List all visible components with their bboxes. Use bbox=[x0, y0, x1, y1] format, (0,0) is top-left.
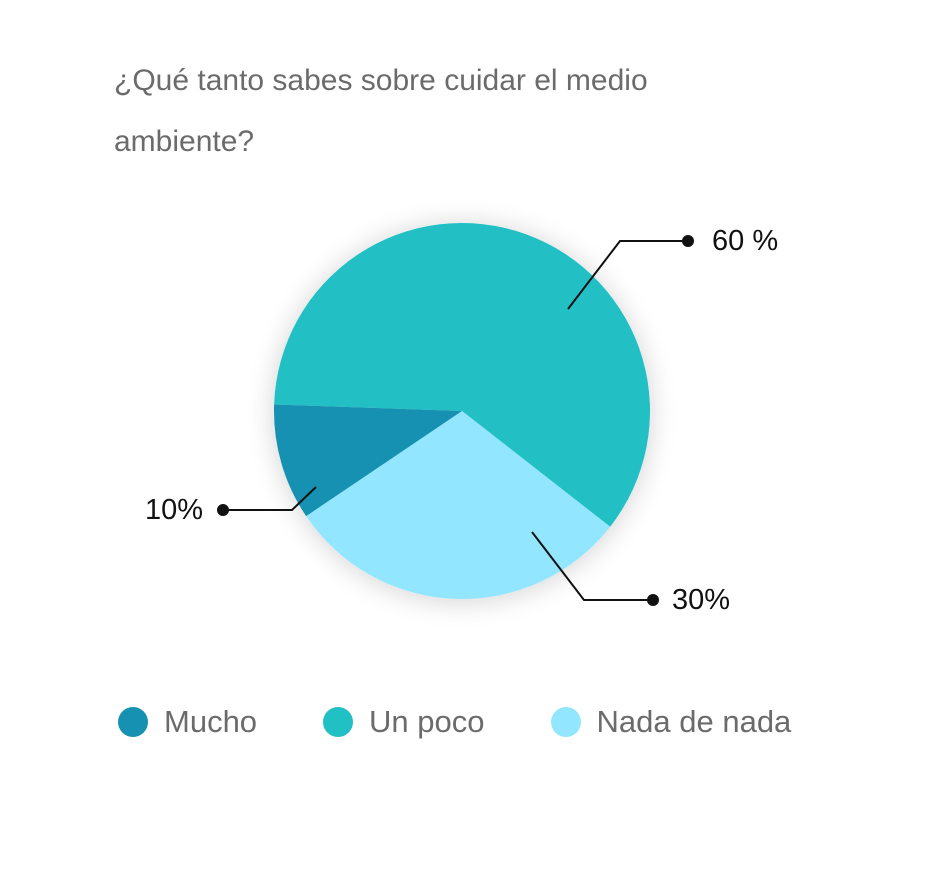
leader-dot-mucho bbox=[217, 504, 229, 516]
pie-slice-un-poco bbox=[274, 223, 650, 527]
legend-item-mucho: Mucho bbox=[118, 704, 257, 740]
legend-label-nada-de-nada: Nada de nada bbox=[596, 704, 792, 739]
leader-line-un-poco bbox=[567, 240, 688, 310]
leader-line-mucho bbox=[223, 486, 317, 511]
leader-dot-un-poco bbox=[682, 235, 694, 247]
legend-swatch-nada-de-nada bbox=[550, 707, 581, 737]
legend-label-un-poco: Un poco bbox=[369, 704, 485, 739]
data-label-nada-de-nada: 30% bbox=[672, 584, 730, 616]
leader-line-nada-de-nada bbox=[531, 531, 653, 601]
legend-label-mucho: Mucho bbox=[164, 704, 258, 739]
legend-item-nada-de-nada: Nada de nada bbox=[550, 704, 792, 740]
legend-swatch-un-poco bbox=[323, 707, 354, 737]
legend: Mucho Un poco Nada de nada bbox=[118, 700, 857, 744]
legend-item-un-poco: Un poco bbox=[323, 704, 485, 740]
leader-dot-nada-de-nada bbox=[647, 594, 659, 606]
data-label-mucho: 10% bbox=[145, 494, 203, 526]
chart-title: ¿Qué tanto sabes sobre cuidar el medio a… bbox=[114, 64, 648, 158]
pie-slice-mucho bbox=[273, 404, 462, 517]
legend-swatch-mucho bbox=[118, 707, 148, 737]
data-label-un-poco: 60 % bbox=[712, 225, 778, 257]
pie-slice-nada-de-nada bbox=[306, 411, 611, 600]
